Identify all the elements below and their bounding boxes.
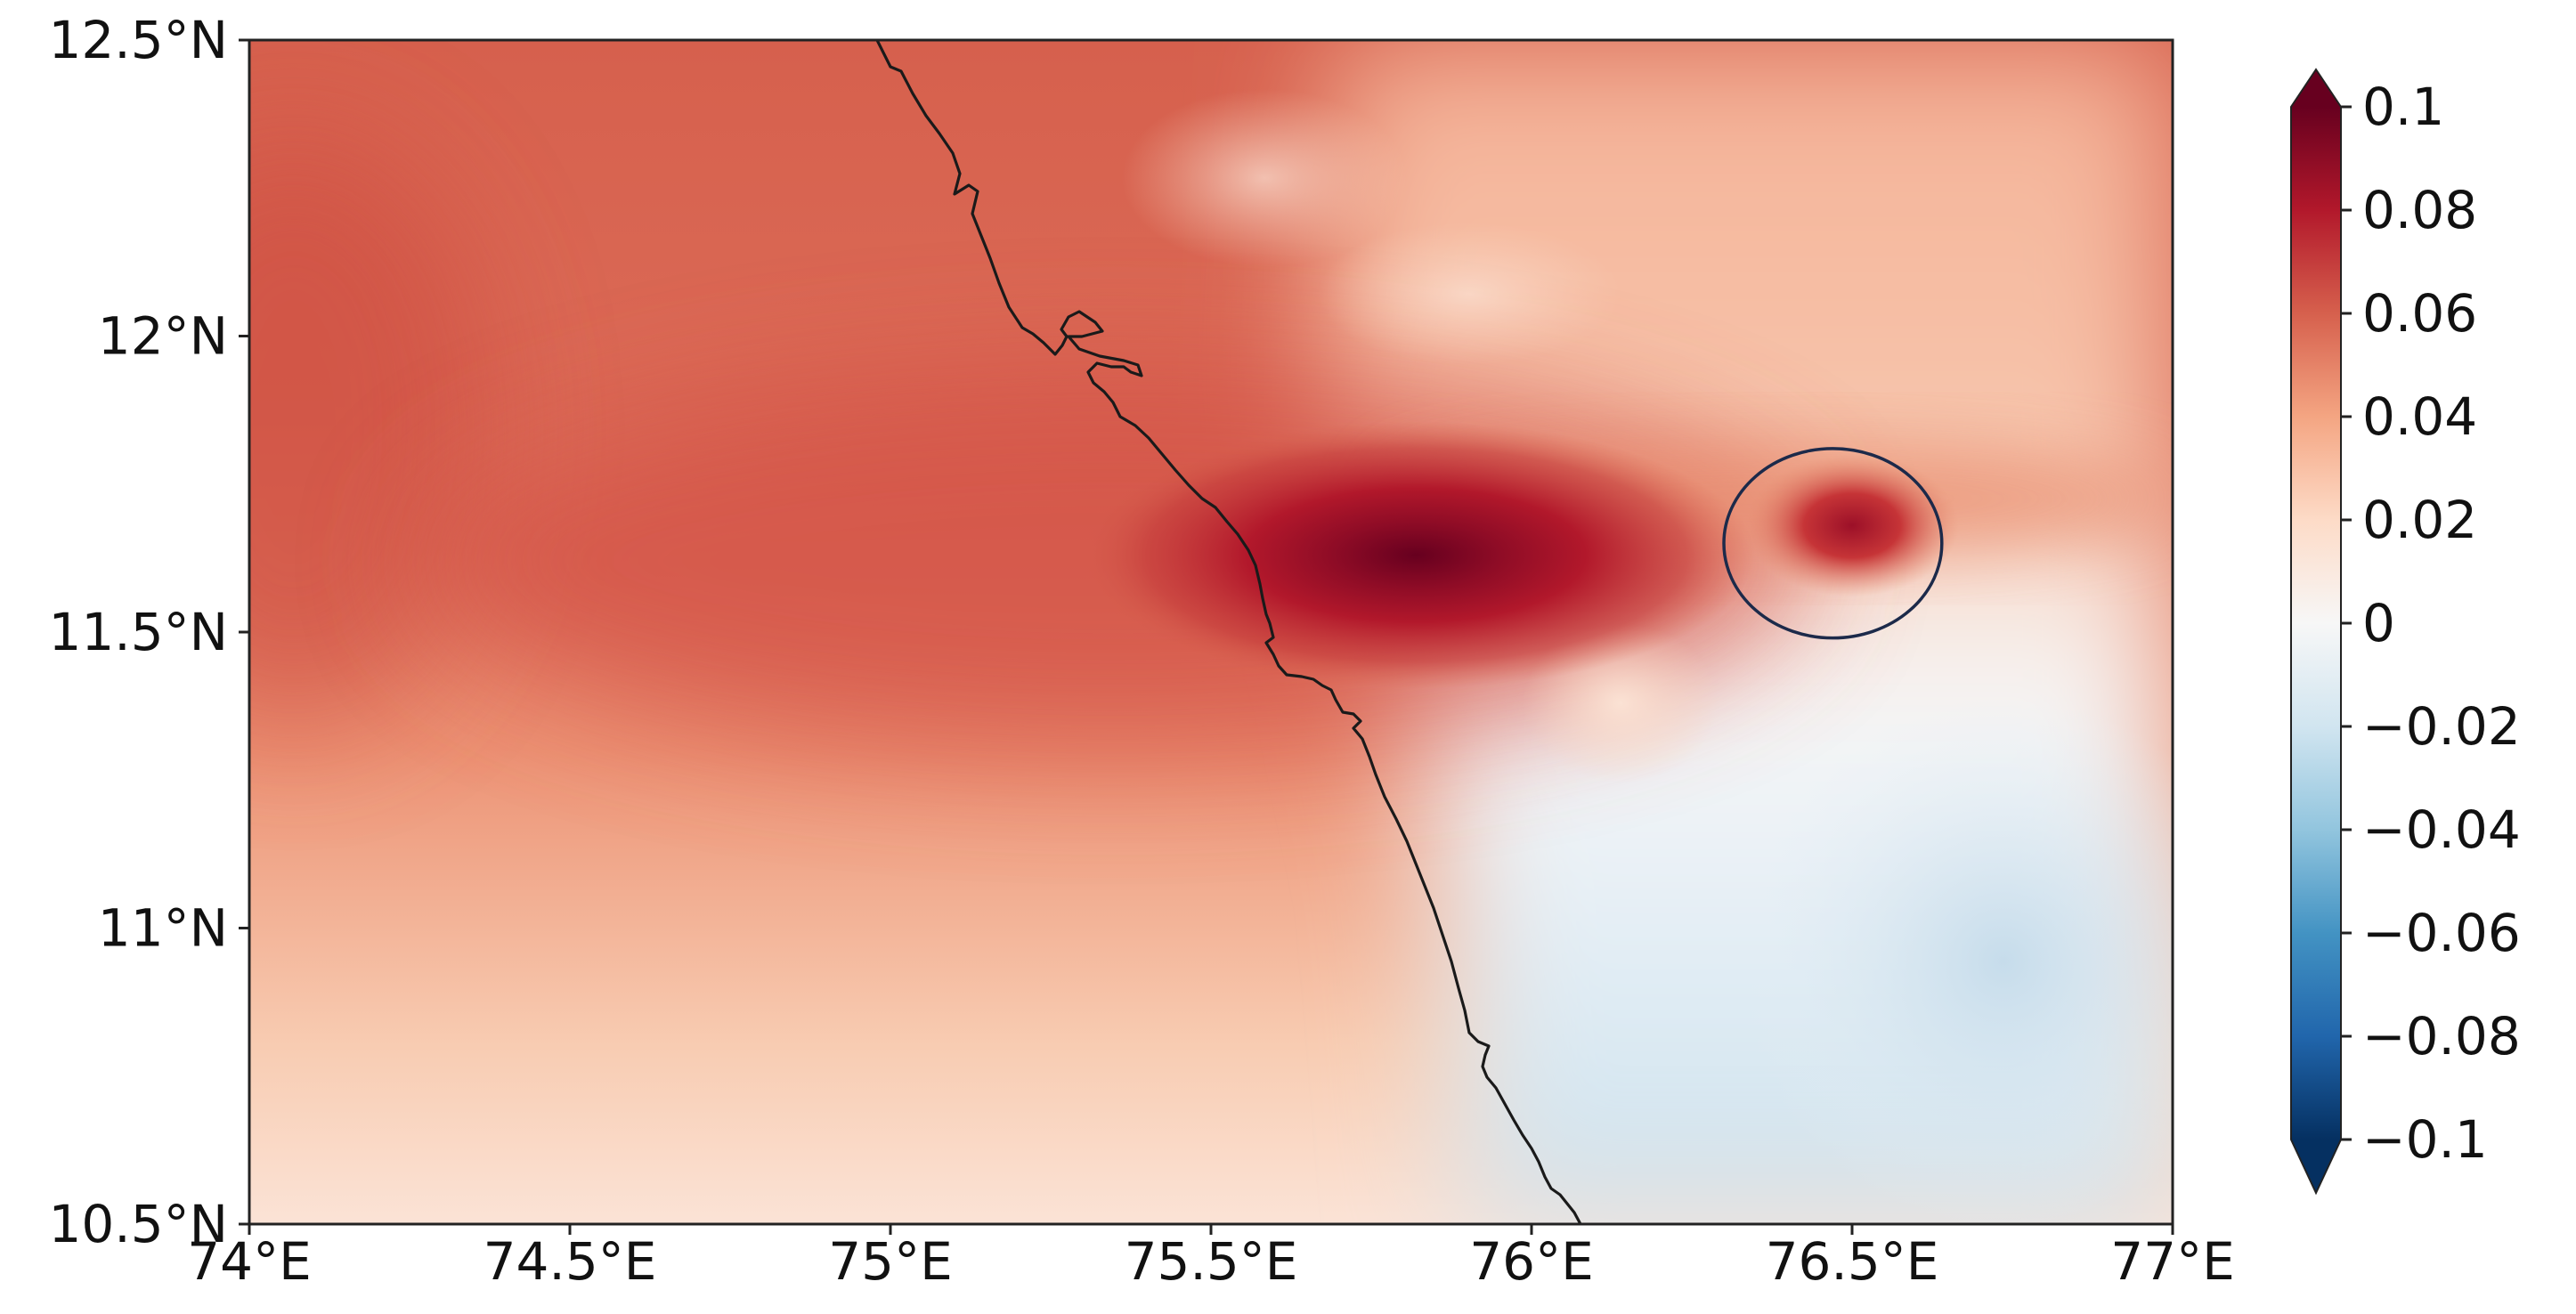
y-tick-label: 11°N — [98, 898, 228, 959]
colorbar-tick-label: 0 — [2362, 593, 2395, 653]
y-tick-label: 12°N — [98, 306, 228, 367]
y-axis: 12.5°N 12°N 11.5°N 11°N 10.5°N — [48, 10, 249, 1254]
colorbar-tick-label: −0.1 — [2362, 1109, 2488, 1170]
x-axis: 74°E 74.5°E 75°E 75.5°E 76°E 76.5°E 77°E — [187, 1224, 2235, 1292]
field-peak-secondary — [1745, 454, 1959, 597]
colorbar-tick-label: 0.04 — [2362, 386, 2477, 447]
colorbar-extend-min — [2291, 1140, 2341, 1193]
map-field — [249, 40, 2173, 1224]
colorbar-tick-label: −0.06 — [2362, 903, 2521, 963]
colorbar-tick-label: 0.08 — [2362, 180, 2477, 240]
colorbar-tick-label: 0.06 — [2362, 283, 2477, 344]
colorbar-tick-label: 0.1 — [2362, 77, 2444, 137]
x-tick-label: 74°E — [187, 1231, 311, 1292]
x-tick-label: 77°E — [2110, 1231, 2234, 1292]
colorbar-ticks: 0.1 0.08 0.06 0.04 0.02 0 −0.02 −0.04 −0.06 −0.08… — [2341, 77, 2521, 1170]
y-tick-label: 11.5°N — [48, 602, 228, 662]
field-peak-main — [1077, 421, 1755, 689]
colorbar: 0.1 0.08 0.06 0.04 0.02 0 −0.02 −0.04 −0.06 −0.08… — [2290, 68, 2521, 1196]
x-tick-label: 75.5°E — [1125, 1231, 1298, 1292]
y-tick-label: 10.5°N — [48, 1194, 228, 1254]
coastline — [875, 40, 1582, 1224]
colorbar-extend-max — [2291, 69, 2341, 107]
x-tick-label: 76°E — [1469, 1231, 1593, 1292]
colorbar-tick-label: −0.08 — [2362, 1006, 2521, 1067]
colorbar-tick-label: −0.02 — [2362, 696, 2521, 757]
x-tick-label: 76.5°E — [1766, 1231, 1939, 1292]
x-tick-label: 74.5°E — [484, 1231, 657, 1292]
colorbar-body — [2291, 107, 2341, 1140]
colorbar-tick-label: −0.04 — [2362, 799, 2521, 860]
highlight-ellipse — [1722, 447, 1944, 640]
x-tick-label: 75°E — [828, 1231, 952, 1292]
colorbar-tick-label: 0.02 — [2362, 490, 2477, 550]
y-tick-label: 12.5°N — [48, 10, 228, 70]
